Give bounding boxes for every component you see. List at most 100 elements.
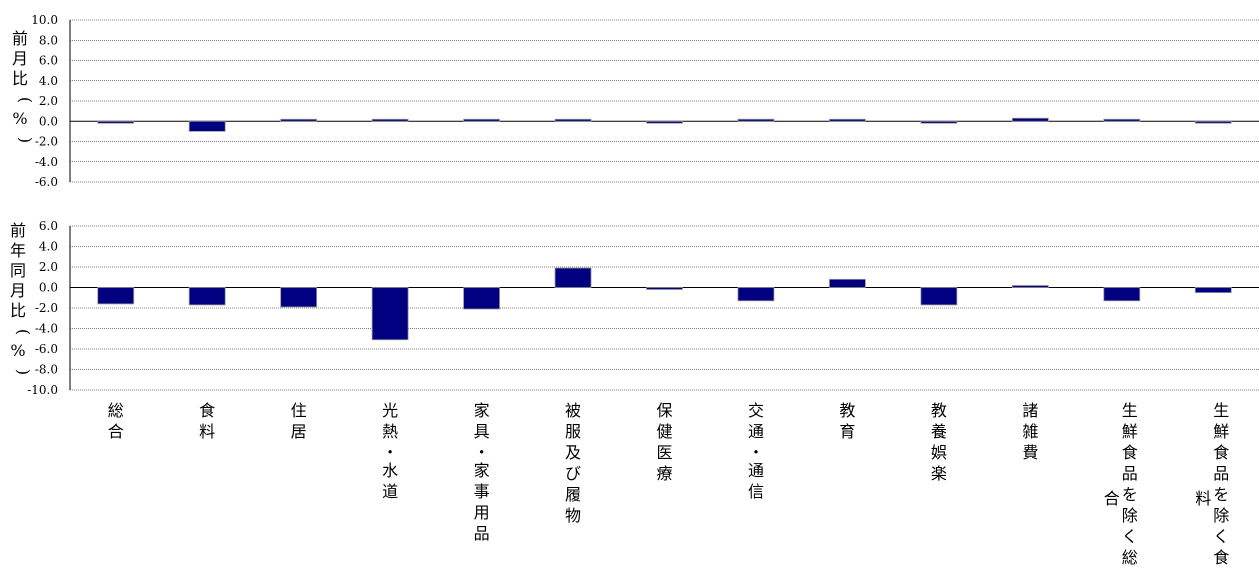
top-tick-label: -4.0	[35, 155, 58, 169]
category-label-char: 服	[565, 422, 581, 441]
category-label: 食料	[199, 401, 215, 441]
category-label-char: 教	[839, 401, 855, 420]
category-label-char: 光	[382, 401, 398, 420]
bottom-bar	[1194, 287, 1232, 294]
category-label-char: 食	[1122, 443, 1138, 462]
top-ylabel-char: (	[16, 97, 35, 103]
bottom-bar	[1103, 287, 1141, 302]
top-tick-label: 4.0	[39, 74, 58, 88]
bottom-tick-label: -4.0	[35, 322, 58, 336]
bottom-bar	[554, 267, 592, 288]
category-label-char: を	[1122, 485, 1138, 504]
category-label-char: 物	[565, 506, 581, 525]
top-bar	[920, 120, 958, 124]
category-label-char: 医	[656, 443, 672, 462]
category-label-char: 家	[474, 401, 490, 420]
category-label-char: 総	[1122, 548, 1138, 567]
bottom-ylabel-char: 月	[10, 281, 26, 300]
category-label-char: 道	[382, 482, 398, 501]
category-label-char: 生	[1213, 401, 1229, 420]
top-bar	[280, 118, 318, 122]
category-label-char: 除	[1213, 506, 1229, 525]
top-tick-label: 10.0	[31, 13, 58, 27]
bottom-bar	[97, 287, 135, 305]
bottom-ylabel-char: 前	[10, 221, 26, 240]
category-label-char: び	[565, 464, 581, 483]
bottom-tick-label: 4.0	[39, 240, 58, 254]
top-tick-label: -6.0	[35, 175, 58, 189]
bottom-bar	[737, 287, 775, 302]
bottom-bar	[829, 278, 866, 288]
bottom-ylabel-char: (	[14, 329, 33, 335]
category-label-char: く	[1213, 527, 1229, 546]
top-bar	[188, 120, 226, 132]
top-tick-label: 2.0	[39, 94, 58, 108]
top-bar	[97, 120, 135, 124]
category-label: 住居	[291, 401, 307, 441]
top-ylabel-char: )	[16, 137, 35, 143]
top-bar	[463, 118, 500, 122]
category-label-char: 費	[1022, 443, 1038, 462]
category-label-char: 料	[199, 422, 215, 441]
category-label-char: 除	[1122, 506, 1138, 525]
category-label-char: 合	[108, 422, 124, 441]
category-labels: 総合食料住居光熱・水道家具・家事用品被服及び履物保健医療交通・通信教育教養娯楽諸…	[108, 401, 1230, 567]
top-ylabel-char: 前	[12, 29, 28, 48]
bottom-bar	[280, 287, 318, 308]
category-label-char: を	[1213, 485, 1229, 504]
category-label-char: 住	[291, 401, 307, 420]
top-bar	[737, 118, 775, 122]
bottom-ylabel-char: %	[10, 341, 25, 360]
category-label-char: 事	[474, 482, 490, 501]
category-label-char: 総	[108, 401, 124, 420]
category-label-char: 被	[565, 401, 581, 420]
category-label-char: 品	[1213, 464, 1229, 483]
bottom-tick-label: 6.0	[39, 219, 58, 233]
top-tick-label: 6.0	[39, 54, 58, 68]
top-bar	[1194, 120, 1232, 124]
category-label-char: 雑	[1022, 422, 1038, 441]
category-label-char: 用	[474, 503, 490, 522]
top-ylabel-char: 比	[12, 69, 28, 88]
category-label: 教育	[839, 401, 855, 441]
category-label-char: 鮮	[1122, 422, 1138, 441]
category-label-char: 水	[382, 461, 398, 480]
category-label-char: 熱	[382, 422, 398, 441]
bottom-ylabel-char: )	[14, 369, 33, 375]
category-label-char: 具	[474, 422, 490, 441]
top-tick-label: 8.0	[39, 33, 58, 47]
category-label-char: 合	[1104, 489, 1120, 508]
category-label-char: 教	[931, 401, 947, 420]
category-label-char: 信	[748, 482, 764, 501]
bottom-bar	[463, 287, 500, 310]
category-label-char: 育	[839, 422, 855, 441]
category-label-char: 履	[565, 485, 581, 504]
category-label-char: ・	[748, 443, 764, 462]
monthly-change-panel: 10.0 8.0 6.0 4.0 2.0 0.0 -2.0 -4.0 -6.0 前月比 (%)	[12, 13, 1259, 189]
category-label-char: 養	[931, 422, 947, 441]
category-label-char: 健	[656, 422, 672, 441]
category-label-char: 通	[748, 461, 764, 480]
top-bar	[829, 118, 866, 122]
category-label-char: 食	[199, 401, 215, 420]
category-label-char: 通	[748, 422, 764, 441]
category-label-char: 娯	[931, 443, 947, 462]
bottom-tick-label: -6.0	[35, 342, 58, 356]
category-label-char: 生	[1122, 401, 1138, 420]
bottom-tick-label: -2.0	[35, 301, 58, 315]
top-tick-label: -2.0	[35, 135, 58, 149]
category-label-char: 食	[1213, 548, 1229, 567]
category-label-char: 品	[1122, 464, 1138, 483]
bottom-ylabel-char: 年	[10, 241, 26, 260]
category-label-char: 諸	[1022, 401, 1038, 420]
category-label-char: 食	[1213, 443, 1229, 462]
top-ylabel-char: 月	[12, 49, 28, 68]
category-label-char: く	[1122, 527, 1138, 546]
